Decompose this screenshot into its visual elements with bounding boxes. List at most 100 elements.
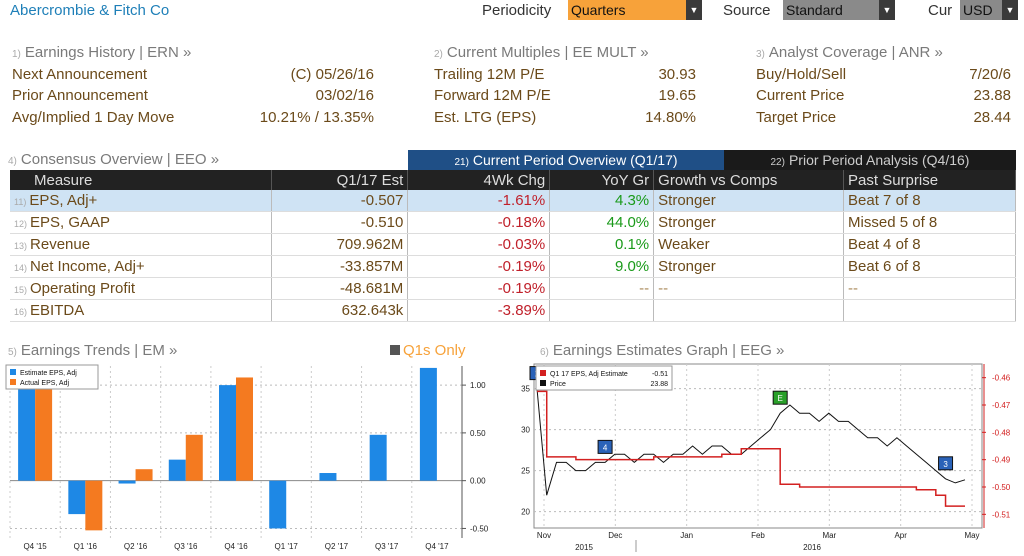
event-marker bbox=[772, 390, 788, 405]
q1s-only-toggle[interactable]: Q1s Only bbox=[390, 342, 466, 359]
right-tick-label: -0.50 bbox=[992, 483, 1011, 492]
measure-cell: 11) EPS, Adj+ bbox=[10, 190, 273, 212]
earnings-history-link[interactable]: 1) Earnings History | ERN » bbox=[12, 44, 191, 61]
x-year-label: 2015 bbox=[575, 543, 593, 552]
table-row[interactable]: 15) Operating Profit -48.681M -0.19% -- -… bbox=[10, 277, 1016, 300]
row-number: 11) bbox=[14, 197, 27, 207]
surprise-cell: Beat 7 of 8 bbox=[843, 190, 1016, 212]
est-ltg-label: Est. LTG (EPS) bbox=[434, 109, 537, 126]
bar bbox=[18, 370, 36, 481]
measure-name: EBITDA bbox=[30, 302, 85, 319]
bar bbox=[185, 434, 203, 481]
estimates-graph-link[interactable]: 6) Earnings Estimates Graph | EEG » bbox=[540, 342, 784, 359]
left-tick-label: 30 bbox=[521, 426, 530, 435]
est-ltg-value: 14.80% bbox=[645, 109, 696, 126]
column-header[interactable]: Growth vs Comps bbox=[653, 170, 845, 190]
toggle-label: Q1s Only bbox=[403, 342, 466, 359]
event-marker-label: 4 bbox=[603, 443, 608, 452]
chart-legend: Q1 17 EPS, Adj Estimate -0.51 Price 23.88 bbox=[535, 365, 673, 391]
table-row[interactable]: 12) EPS, GAAP -0.510 -0.18% 44.0% Stronge… bbox=[10, 211, 1016, 234]
legend-label: Q1 17 EPS, Adj Estimate bbox=[550, 371, 628, 378]
right-tick-label: -0.48 bbox=[992, 428, 1011, 437]
chart-legend: Estimate EPS, Adj Actual EPS, Adj bbox=[5, 364, 99, 390]
periodicity-label: Periodicity bbox=[482, 2, 552, 19]
x-tick-label: May bbox=[964, 531, 979, 540]
prior-announcement-value: 03/02/16 bbox=[315, 87, 374, 104]
bar bbox=[135, 469, 153, 481]
column-header[interactable]: Measure bbox=[10, 170, 273, 190]
estimate-line bbox=[537, 390, 965, 507]
section-title: Earnings Trends | EM » bbox=[20, 342, 178, 359]
tab-number: 22) bbox=[770, 157, 785, 168]
est-cell: -0.510 bbox=[271, 211, 409, 234]
column-header[interactable]: 4Wk Chg bbox=[407, 170, 551, 190]
measure-cell: 14) Net Income, Adj+ bbox=[10, 255, 273, 278]
tab-label: Prior Period Analysis (Q4/16) bbox=[788, 152, 970, 168]
table-row[interactable]: 11) EPS, Adj+ -0.507 -1.61% 4.3% Stronger… bbox=[10, 190, 1016, 212]
x-tick-label: Q2 '16 bbox=[124, 542, 148, 551]
tab-prior-period[interactable]: 22) Prior Period Analysis (Q4/16) bbox=[724, 150, 1016, 170]
trailing-pe-label: Trailing 12M P/E bbox=[434, 66, 545, 83]
measure-name: Net Income, Adj+ bbox=[30, 258, 145, 275]
bar bbox=[269, 480, 287, 529]
x-tick-label: Q3 '17 bbox=[375, 542, 399, 551]
current-multiples-link[interactable]: 2) Current Multiples | EE MULT » bbox=[434, 44, 649, 61]
current-price-value: 23.88 bbox=[973, 87, 1011, 104]
table-row[interactable]: 13) Revenue 709.962M -0.03% 0.1% Weaker B… bbox=[10, 233, 1016, 256]
table-header-row: Measure Q1/17 Est 4Wk Chg YoY Gr Growth … bbox=[10, 170, 1016, 190]
measure-name: Revenue bbox=[30, 236, 91, 253]
target-price-value: 28.44 bbox=[973, 109, 1011, 126]
y-tick-label: 0.00 bbox=[470, 477, 486, 486]
growth-cell: Stronger bbox=[653, 211, 845, 234]
legend-swatch bbox=[10, 379, 16, 385]
chg-cell: -0.18% bbox=[407, 211, 551, 234]
x-tick-label: Mar bbox=[822, 531, 836, 540]
column-header[interactable]: Q1/17 Est bbox=[271, 170, 409, 190]
currency-value: USD bbox=[963, 2, 993, 18]
x-tick-label: Q4 '16 bbox=[224, 542, 248, 551]
event-marker-label: 3 bbox=[943, 460, 948, 469]
company-title[interactable]: Abercrombie & Fitch Co bbox=[10, 2, 170, 19]
surprise-cell bbox=[843, 299, 1016, 322]
tab-current-period[interactable]: 21) Current Period Overview (Q1/17) bbox=[408, 150, 724, 170]
yoy-cell bbox=[549, 299, 655, 322]
tab-number: 21) bbox=[454, 157, 469, 168]
x-year-label: 2016 bbox=[803, 543, 821, 552]
consensus-overview-link[interactable]: 4) Consensus Overview | EEO » bbox=[8, 151, 219, 168]
analyst-coverage-link[interactable]: 3) Analyst Coverage | ANR » bbox=[756, 44, 943, 61]
column-header[interactable]: Past Surprise bbox=[843, 170, 1016, 190]
earnings-trends-link[interactable]: 5) Earnings Trends | EM » bbox=[8, 342, 177, 359]
chg-cell: -0.19% bbox=[407, 255, 551, 278]
source-label: Source bbox=[723, 2, 771, 19]
measure-cell: 16) EBITDA bbox=[10, 299, 273, 322]
legend-box bbox=[535, 365, 673, 391]
section-number: 3) bbox=[756, 49, 765, 60]
target-price-label: Target Price bbox=[756, 109, 837, 126]
x-tick-label: Q1 '17 bbox=[275, 542, 299, 551]
currency-dropdown[interactable]: USD ▼ bbox=[960, 0, 1018, 20]
table-row[interactable]: 16) EBITDA 632.643k -3.89% bbox=[10, 299, 1016, 322]
measure-cell: 12) EPS, GAAP bbox=[10, 211, 273, 234]
legend-label: Price bbox=[550, 381, 566, 388]
row-number: 15) bbox=[14, 285, 28, 295]
surprise-cell: Beat 4 of 8 bbox=[843, 233, 1016, 256]
y-tick-label: -0.50 bbox=[470, 524, 489, 533]
consensus-table: Measure Q1/17 Est 4Wk Chg YoY Gr Growth … bbox=[10, 170, 1016, 322]
section-number: 1) bbox=[12, 49, 21, 60]
x-tick-label: Q2 '17 bbox=[325, 542, 349, 551]
x-tick-label: Q1 '16 bbox=[74, 542, 98, 551]
x-tick-label: Q4 '15 bbox=[23, 542, 47, 551]
earnings-trends-chart: 1.00 0.50 0.00 -0.50 Q4 '15 Q1 '16 Q2 '16 Q3 '1… bbox=[5, 364, 489, 551]
legend-label: Actual EPS, Adj bbox=[20, 380, 69, 387]
column-header[interactable]: YoY Gr bbox=[549, 170, 655, 190]
source-dropdown[interactable]: Standard ▼ bbox=[783, 0, 895, 20]
periodicity-dropdown[interactable]: Quarters ▼ bbox=[568, 0, 702, 20]
x-tick-label: Q4 '17 bbox=[425, 542, 449, 551]
legend-label: Estimate EPS, Adj bbox=[20, 370, 77, 377]
bar bbox=[118, 480, 136, 484]
right-tick-label: -0.49 bbox=[992, 456, 1011, 465]
table-row[interactable]: 14) Net Income, Adj+ -33.857M -0.19% 9.0%… bbox=[10, 255, 1016, 278]
est-cell: 709.962M bbox=[271, 233, 409, 256]
section-title: Analyst Coverage | ANR » bbox=[768, 44, 943, 61]
bar bbox=[68, 480, 86, 515]
